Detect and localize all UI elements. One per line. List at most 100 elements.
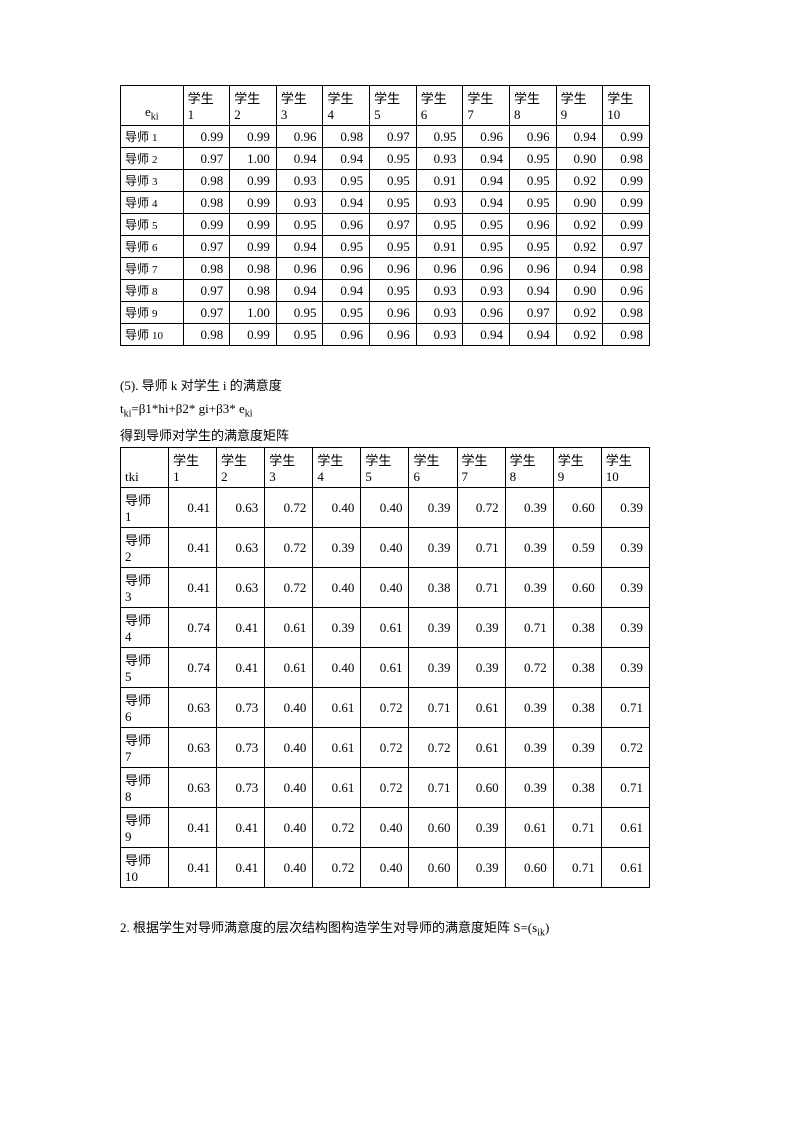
table-cell: 0.95 (323, 302, 370, 324)
table2-col-header: 学生1 (169, 448, 217, 488)
table-cell: 0.95 (276, 324, 323, 346)
table-cell: 0.95 (509, 170, 556, 192)
table2-row-header: 导师9 (121, 808, 169, 848)
table-cell: 0.95 (370, 280, 417, 302)
table-cell: 0.71 (409, 768, 457, 808)
table2-col-header: 学生9 (553, 448, 601, 488)
table-cell: 0.99 (230, 192, 277, 214)
table-cell: 0.72 (313, 848, 361, 888)
table-cell: 0.96 (463, 302, 510, 324)
table2-row-header: 导师4 (121, 608, 169, 648)
table2-row-header: 导师6 (121, 688, 169, 728)
table2-col-header: 学生3 (265, 448, 313, 488)
table-cell: 0.71 (601, 768, 649, 808)
table-row: 导师 60.970.990.940.950.950.910.950.950.92… (121, 236, 650, 258)
table-cell: 0.99 (230, 170, 277, 192)
table-cell: 0.39 (601, 648, 649, 688)
table-cell: 0.72 (409, 728, 457, 768)
table-cell: 0.39 (505, 688, 553, 728)
table-cell: 0.38 (553, 648, 601, 688)
table-cell: 0.61 (601, 808, 649, 848)
table-cell: 0.98 (603, 302, 650, 324)
table1-col-header: 学生7 (463, 86, 510, 126)
table-cell: 0.60 (409, 848, 457, 888)
table-cell: 0.99 (603, 214, 650, 236)
table-cell: 0.94 (509, 280, 556, 302)
table-cell: 0.98 (323, 126, 370, 148)
table-cell: 0.72 (361, 688, 409, 728)
table-cell: 0.74 (169, 648, 217, 688)
table-cell: 0.61 (313, 728, 361, 768)
table-cell: 0.39 (457, 608, 505, 648)
table-cell: 0.93 (416, 324, 463, 346)
table-cell: 0.39 (601, 528, 649, 568)
table-row: 导师60.630.730.400.610.720.710.610.390.380… (121, 688, 650, 728)
table-cell: 0.61 (361, 648, 409, 688)
table-cell: 0.96 (323, 214, 370, 236)
table-cell: 0.39 (457, 808, 505, 848)
table-cell: 0.90 (556, 280, 603, 302)
table-cell: 0.72 (265, 488, 313, 528)
table-cell: 0.61 (457, 688, 505, 728)
matrix-intro: 得到导师对学生的满意度矩阵 (120, 424, 674, 447)
table-cell: 0.95 (370, 236, 417, 258)
table1-col-header: 学生9 (556, 86, 603, 126)
table-cell: 0.93 (416, 192, 463, 214)
table-cell: 0.39 (505, 728, 553, 768)
table1-col-header: 学生3 (276, 86, 323, 126)
table-row: 导师 40.980.990.930.940.950.930.940.950.90… (121, 192, 650, 214)
table-cell: 0.41 (217, 848, 265, 888)
table-cell: 0.40 (265, 808, 313, 848)
table-row: 导师 70.980.980.960.960.960.960.960.960.94… (121, 258, 650, 280)
formula: tki=β1*hi+β2* gi+β3* eki (120, 397, 674, 424)
table-cell: 0.94 (323, 192, 370, 214)
table-cell: 0.99 (230, 126, 277, 148)
table1-col-header: 学生5 (370, 86, 417, 126)
table-cell: 0.98 (183, 192, 230, 214)
table-cell: 0.39 (409, 608, 457, 648)
table1-body: 导师 10.990.990.960.980.970.950.960.960.94… (121, 126, 650, 346)
table-cell: 0.73 (217, 688, 265, 728)
table-cell: 0.96 (370, 324, 417, 346)
table2-header-row: tki 学生1学生2学生3学生4学生5学生6学生7学生8学生9学生10 (121, 448, 650, 488)
table-cell: 0.72 (361, 768, 409, 808)
table-cell: 0.38 (553, 608, 601, 648)
table-cell: 0.40 (265, 768, 313, 808)
table-cell: 0.99 (230, 324, 277, 346)
table-cell: 0.72 (313, 808, 361, 848)
table2-row-header: 导师5 (121, 648, 169, 688)
table-cell: 0.98 (603, 258, 650, 280)
table-cell: 0.95 (509, 192, 556, 214)
table-cell: 0.94 (556, 258, 603, 280)
table-cell: 0.39 (313, 608, 361, 648)
table-cell: 0.98 (603, 324, 650, 346)
table-row: 导师10.410.630.720.400.400.390.720.390.600… (121, 488, 650, 528)
table-cell: 0.71 (457, 528, 505, 568)
table-cell: 0.41 (169, 488, 217, 528)
table-cell: 0.95 (370, 148, 417, 170)
table-cell: 1.00 (230, 302, 277, 324)
table-cell: 0.99 (230, 236, 277, 258)
table-cell: 0.94 (509, 324, 556, 346)
table-cell: 0.39 (313, 528, 361, 568)
table-cell: 0.97 (603, 236, 650, 258)
table2-col-header: 学生10 (601, 448, 649, 488)
table2-col-header: 学生2 (217, 448, 265, 488)
table-cell: 0.39 (601, 568, 649, 608)
table-cell: 0.39 (409, 648, 457, 688)
table2-row-header: 导师10 (121, 848, 169, 888)
table-cell: 0.39 (505, 528, 553, 568)
table-cell: 0.94 (276, 280, 323, 302)
table-cell: 0.96 (276, 258, 323, 280)
table-cell: 0.97 (183, 302, 230, 324)
table1-col-header: 学生6 (416, 86, 463, 126)
table1-row-header: 导师 3 (121, 170, 184, 192)
table-cell: 0.41 (169, 568, 217, 608)
table-cell: 0.39 (457, 848, 505, 888)
table-cell: 0.72 (265, 528, 313, 568)
table-cell: 0.61 (601, 848, 649, 888)
table-cell: 0.63 (217, 528, 265, 568)
table-cell: 0.39 (601, 608, 649, 648)
table-cell: 0.60 (553, 488, 601, 528)
table-cell: 0.95 (276, 302, 323, 324)
